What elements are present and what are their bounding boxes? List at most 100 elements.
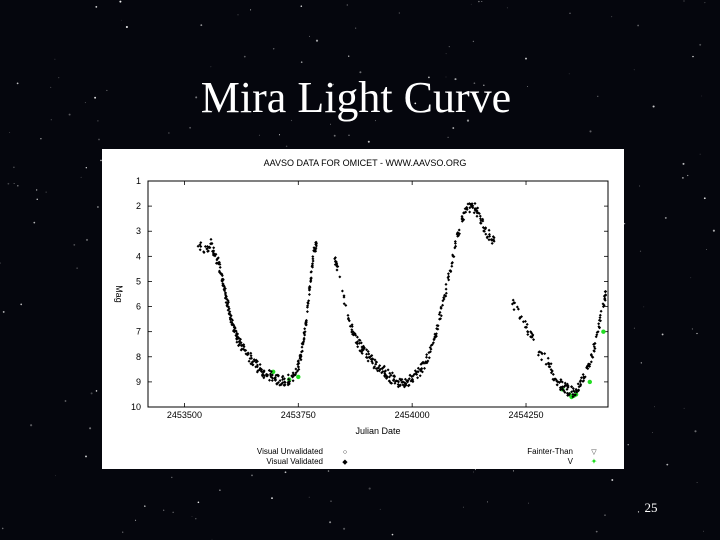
star bbox=[68, 113, 71, 116]
visual-validated-point bbox=[525, 322, 529, 326]
visual-validated-point bbox=[430, 343, 434, 347]
visual-validated-point bbox=[287, 377, 291, 381]
star bbox=[343, 527, 346, 530]
visual-validated-point bbox=[308, 287, 312, 291]
star bbox=[76, 267, 78, 269]
visual-validated-point bbox=[333, 256, 337, 260]
legend-symbol-validated-icon: ◆ bbox=[342, 459, 348, 466]
visual-validated-point bbox=[530, 335, 534, 339]
visual-validated-point bbox=[233, 326, 237, 330]
chart-panel: AAVSO DATA FOR OMICET - WWW.AAVSO.ORG 1 2… bbox=[102, 149, 624, 469]
visual-validated-point bbox=[603, 290, 607, 294]
visual-validated-point bbox=[209, 242, 213, 246]
y-tick-label: 4 bbox=[136, 251, 141, 261]
data-points bbox=[196, 202, 608, 400]
visual-validated-point bbox=[224, 301, 228, 304]
visual-validated-point bbox=[491, 238, 495, 242]
v-band-point bbox=[296, 374, 301, 380]
visual-validated-point bbox=[303, 330, 307, 334]
y-tick-label: 2 bbox=[136, 201, 141, 211]
visual-validated-point bbox=[297, 367, 301, 371]
visual-validated-point bbox=[199, 245, 203, 248]
visual-validated-point bbox=[420, 370, 424, 374]
star bbox=[643, 306, 645, 308]
star bbox=[696, 332, 698, 335]
visual-validated-point bbox=[310, 263, 314, 267]
star bbox=[300, 61, 303, 63]
x-tick-label: 2454000 bbox=[395, 410, 430, 420]
visual-validated-point bbox=[224, 291, 227, 295]
visual-validated-point bbox=[560, 380, 564, 384]
visual-validated-point bbox=[456, 231, 460, 235]
visual-validated-point bbox=[446, 272, 450, 276]
star bbox=[692, 55, 694, 58]
star bbox=[355, 27, 357, 29]
visual-validated-point bbox=[592, 349, 596, 353]
visual-validated-point bbox=[536, 353, 540, 357]
visual-validated-point bbox=[270, 376, 274, 380]
visual-validated-point bbox=[465, 208, 469, 211]
star bbox=[694, 430, 697, 433]
visual-validated-point bbox=[573, 390, 577, 394]
visual-validated-point bbox=[258, 368, 261, 372]
visual-validated-point bbox=[220, 274, 224, 278]
visual-validated-point bbox=[350, 323, 354, 327]
visual-validated-point bbox=[407, 377, 411, 381]
visual-validated-point bbox=[276, 373, 280, 377]
star bbox=[661, 333, 664, 336]
star bbox=[691, 328, 693, 330]
visual-validated-point bbox=[309, 276, 313, 280]
star bbox=[683, 407, 685, 409]
visual-validated-point bbox=[484, 232, 488, 236]
star bbox=[95, 390, 98, 392]
visual-validated-point bbox=[554, 378, 558, 382]
x-tick-label: 2454250 bbox=[508, 410, 543, 420]
star bbox=[163, 509, 165, 511]
visual-validated-point bbox=[374, 362, 378, 366]
visual-validated-point bbox=[481, 217, 485, 221]
visual-validated-point bbox=[309, 270, 313, 274]
visual-validated-point bbox=[450, 261, 454, 265]
visual-validated-point bbox=[377, 369, 381, 373]
star bbox=[327, 470, 330, 472]
visual-validated-point bbox=[582, 375, 586, 379]
visual-validated-point bbox=[222, 284, 226, 288]
visual-validated-point bbox=[487, 232, 491, 236]
visual-validated-point bbox=[287, 382, 291, 386]
visual-validated-point bbox=[239, 348, 243, 352]
x-axis-label: Julian Date bbox=[355, 426, 400, 436]
visual-validated-point bbox=[314, 241, 318, 244]
visual-validated-point bbox=[566, 385, 570, 389]
visual-validated-point bbox=[487, 238, 491, 242]
visual-validated-point bbox=[416, 376, 420, 380]
visual-validated-point bbox=[457, 234, 460, 238]
visual-validated-point bbox=[239, 337, 242, 341]
visual-validated-point bbox=[203, 245, 207, 248]
visual-validated-point bbox=[283, 381, 287, 384]
star bbox=[375, 120, 376, 122]
visual-validated-point bbox=[453, 241, 457, 245]
visual-validated-point bbox=[376, 366, 380, 370]
visual-validated-point bbox=[248, 357, 252, 360]
star bbox=[346, 4, 348, 6]
visual-validated-point bbox=[360, 349, 364, 353]
visual-validated-point bbox=[304, 323, 308, 327]
star bbox=[652, 432, 653, 433]
legend-symbol-unvalidated-icon: ○ bbox=[343, 449, 347, 456]
visual-validated-point bbox=[342, 302, 346, 306]
visual-validated-point bbox=[598, 326, 601, 330]
visual-validated-point bbox=[358, 341, 361, 345]
visual-validated-point bbox=[199, 241, 203, 245]
star bbox=[237, 14, 239, 16]
star bbox=[195, 518, 197, 520]
star bbox=[200, 24, 203, 27]
visual-validated-point bbox=[351, 330, 355, 334]
visual-validated-point bbox=[221, 282, 225, 286]
visual-validated-point bbox=[282, 377, 286, 381]
visual-validated-point bbox=[408, 373, 412, 377]
star bbox=[359, 71, 362, 74]
visual-validated-point bbox=[230, 321, 234, 324]
star bbox=[462, 506, 464, 508]
visual-validated-point bbox=[492, 236, 496, 240]
visual-validated-point bbox=[559, 378, 563, 382]
